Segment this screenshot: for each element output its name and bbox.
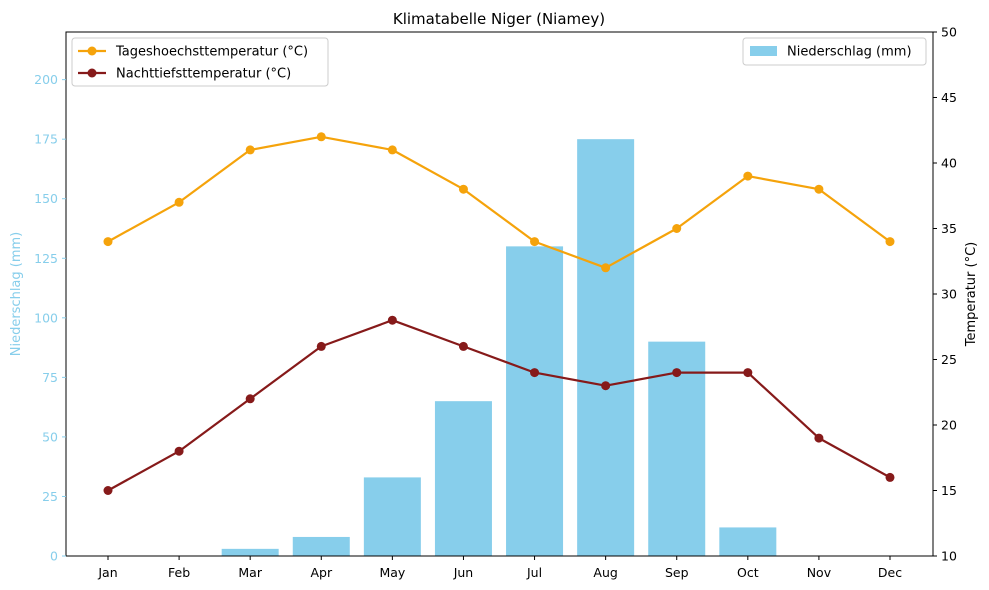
right-tick-label: 20 <box>941 418 957 433</box>
legend-bars-label: Niederschlag (mm) <box>787 45 912 60</box>
x-tick-label: Nov <box>807 565 832 580</box>
x-tick-label: Aug <box>593 565 617 580</box>
temp-low-point-nov <box>814 433 824 443</box>
left-tick-label: 200 <box>34 72 58 87</box>
right-tick-label: 50 <box>941 25 957 40</box>
left-tick-label: 150 <box>34 191 58 206</box>
plot-frame <box>65 31 934 557</box>
right-axis-label: Temperatur (°C) <box>964 242 979 348</box>
temp-low-point-jul <box>530 368 540 378</box>
left-tick-label: 0 <box>50 549 58 564</box>
legend-high-label: Tageshoechsttemperatur (°C) <box>115 45 308 60</box>
temp-low-point-jun <box>458 341 468 351</box>
temp-high-point-mar <box>245 145 255 155</box>
right-axis: 10 15 20 25 30 35 40 45 50 <box>933 25 957 564</box>
temp-high-point-jul <box>530 237 540 247</box>
left-axis-label: Niederschlag (mm) <box>9 232 24 357</box>
temp-low-point-may <box>387 315 397 325</box>
x-tick-label: May <box>379 565 405 580</box>
legend-bars: Niederschlag (mm) <box>742 37 927 66</box>
left-tick-label: 75 <box>42 370 58 385</box>
legend-high-marker <box>87 46 97 56</box>
temp-high-point-sep <box>672 224 682 233</box>
temp-low-point-oct <box>743 368 753 378</box>
temp-low-point-apr <box>316 341 326 351</box>
x-tick-label: Jun <box>453 565 474 580</box>
x-tick-label: Dec <box>878 565 902 580</box>
left-axis: 0 25 50 75 100 125 150 175 200 <box>34 72 66 564</box>
left-tick-label: 50 <box>42 429 58 444</box>
x-axis: Jan Feb Mar Apr May Jun Jul Aug Sep Oct Nov Dec <box>97 556 902 580</box>
temp-high-point-dec <box>885 237 895 247</box>
precip-bar-mar <box>221 548 279 556</box>
temp-high-point-jan <box>103 237 113 247</box>
x-tick-label: Feb <box>168 565 190 580</box>
right-tick-label: 15 <box>941 483 957 498</box>
precip-bar-oct <box>719 527 777 556</box>
left-tick-label: 25 <box>42 489 58 504</box>
left-tick-label: 100 <box>34 310 58 325</box>
temp-low-point-jan <box>103 486 113 495</box>
temp-low-point-sep <box>672 368 682 378</box>
precip-bar-may <box>363 477 421 556</box>
right-tick-label: 30 <box>941 287 957 302</box>
temp-low-point-dec <box>885 472 895 482</box>
legend-bars-swatch <box>750 46 777 56</box>
temp-low-point-mar <box>245 394 255 404</box>
temp-high-point-may <box>387 145 397 155</box>
x-tick-label: Oct <box>737 565 759 580</box>
left-tick-label: 125 <box>34 251 58 266</box>
temp-high-point-aug <box>601 263 611 273</box>
legend-bars-box <box>742 37 927 66</box>
legend-lines-box <box>71 37 329 87</box>
precip-bar-sep <box>648 341 706 556</box>
precip-bar-aug <box>577 139 635 556</box>
right-tick-label: 45 <box>941 90 957 105</box>
legend-low-marker <box>87 68 97 78</box>
temp-low-line <box>107 319 891 492</box>
temp-high-point-jun <box>458 184 468 194</box>
precip-bar-jun <box>434 401 492 556</box>
temp-low-point-feb <box>174 446 184 456</box>
temp-high-point-feb <box>174 197 184 207</box>
precip-bar-jul <box>506 246 564 557</box>
right-tick-label: 35 <box>941 221 957 236</box>
legend-lines: Tageshoechsttemperatur (°C) Nachttiefstt… <box>71 37 329 87</box>
lines-layer <box>103 132 895 495</box>
right-tick-label: 25 <box>941 352 957 367</box>
left-tick-label: 175 <box>34 132 58 147</box>
precip-bar-apr <box>292 536 350 556</box>
x-tick-label: Jan <box>97 565 117 580</box>
legend-low-label: Nachttiefsttemperatur (°C) <box>116 67 291 82</box>
right-tick-label: 40 <box>941 156 957 171</box>
chart-title: Klimatabelle Niger (Niamey) <box>393 10 605 28</box>
right-tick-label: 10 <box>941 549 957 564</box>
temp-high-point-nov <box>814 184 824 194</box>
temp-low-point-aug <box>601 381 611 391</box>
temp-high-point-apr <box>316 132 326 142</box>
temp-high-line <box>107 135 891 269</box>
x-tick-label: Sep <box>665 565 689 580</box>
x-tick-label: Mar <box>238 565 262 580</box>
x-tick-label: Apr <box>310 565 332 580</box>
x-tick-label: Jul <box>526 565 542 580</box>
temp-high-point-oct <box>743 171 753 181</box>
bars-layer <box>221 139 777 557</box>
